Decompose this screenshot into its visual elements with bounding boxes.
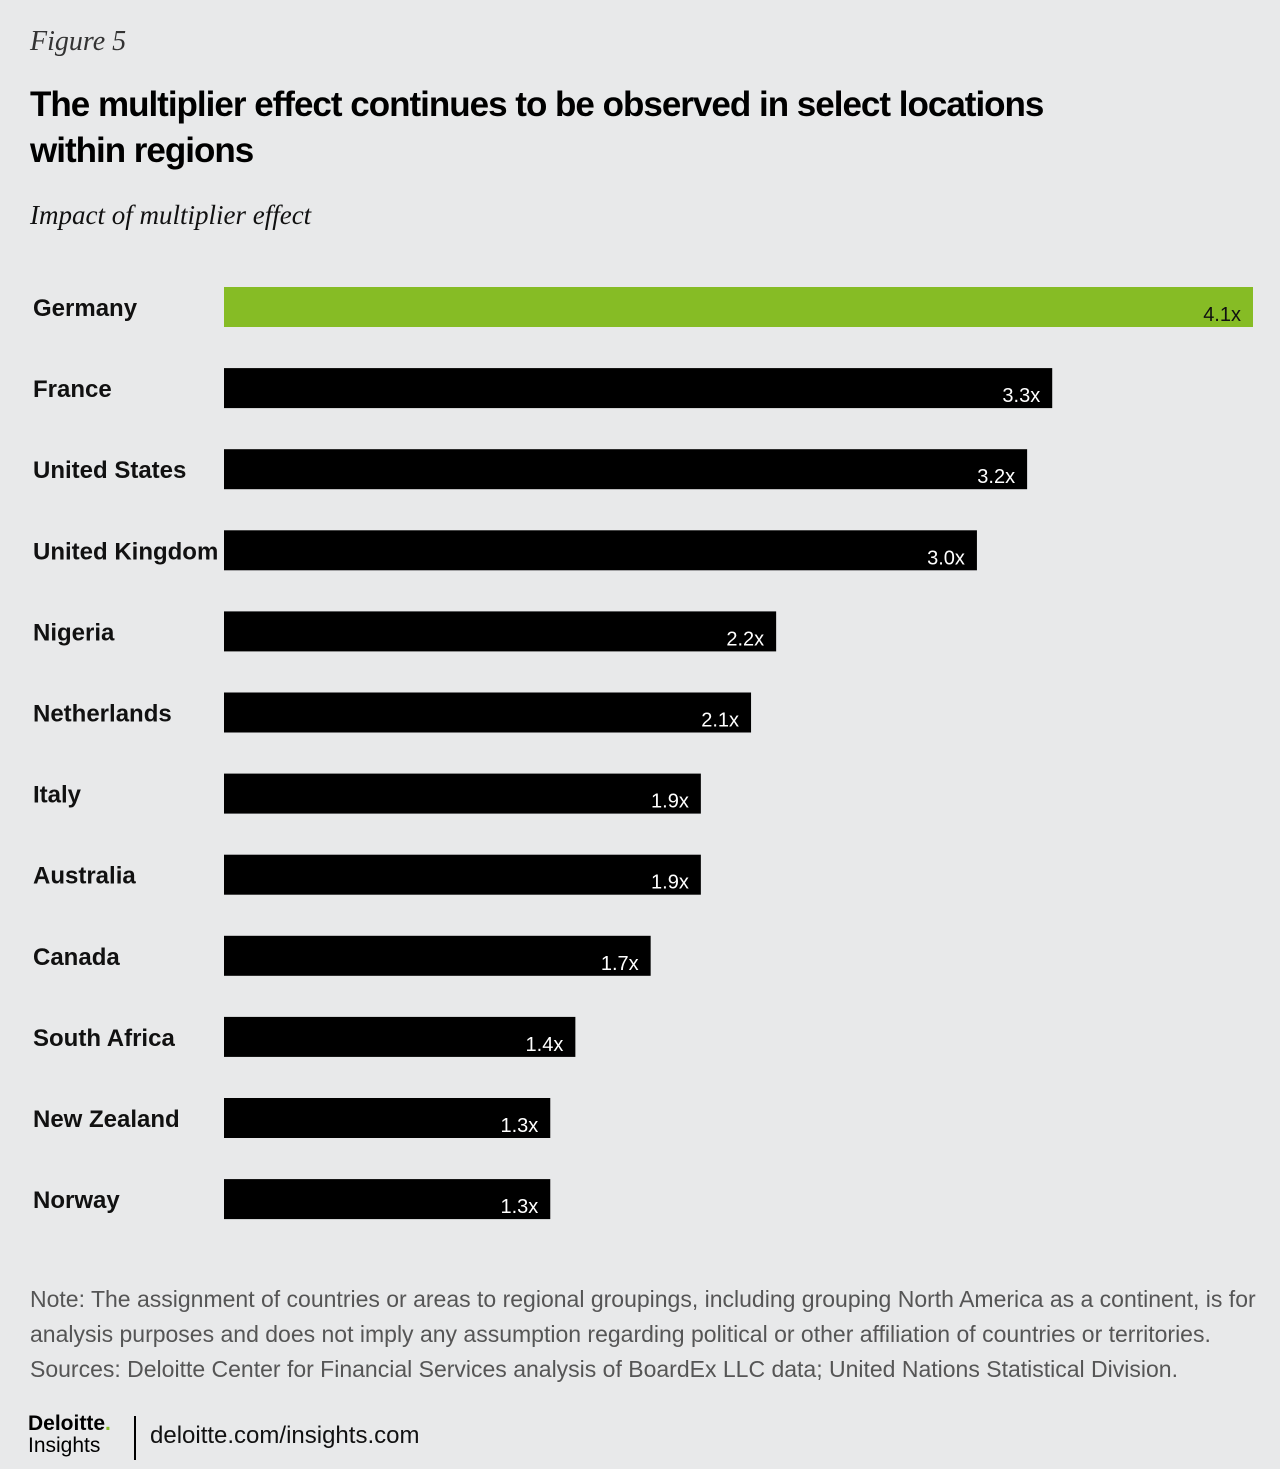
data-label: 3.0x xyxy=(927,547,965,569)
chart-notes: Note: The assignment of countries or are… xyxy=(30,1282,1260,1387)
chart-title: The multiplier effect continues to be ob… xyxy=(30,85,1044,170)
data-label: 1.3x xyxy=(500,1115,538,1137)
bar xyxy=(224,1016,576,1057)
category-label: Norway xyxy=(33,1187,120,1214)
data-label: 1.7x xyxy=(601,953,639,975)
data-label: 3.3x xyxy=(1002,385,1040,407)
bar xyxy=(224,1098,551,1138)
data-label: 3.2x xyxy=(977,466,1015,488)
logo-dot: . xyxy=(105,1412,111,1435)
data-label: 1.3x xyxy=(500,1196,538,1218)
logo-name: Deloitte xyxy=(28,1412,106,1435)
chart-subtitle: Impact of multiplier effect xyxy=(30,200,312,230)
category-label: Australia xyxy=(33,863,136,890)
bar xyxy=(224,692,752,733)
data-label: 2.2x xyxy=(726,628,764,650)
category-label: Canada xyxy=(33,944,120,971)
category-label: New Zealand xyxy=(33,1106,180,1133)
bar-chart: Germany 4.1x France 3.3x United States 3.2x Un… xyxy=(33,287,1253,1220)
footer-divider xyxy=(134,1416,136,1460)
logo-subtitle: Insights xyxy=(28,1434,101,1457)
bar xyxy=(224,530,977,571)
data-label: 1.4x xyxy=(526,1034,564,1056)
bar xyxy=(224,854,701,895)
data-label: 4.1x xyxy=(1203,304,1241,326)
category-label: France xyxy=(33,376,112,403)
category-label: United Kingdom xyxy=(33,538,218,565)
category-label: Nigeria xyxy=(33,619,115,646)
category-label: Italy xyxy=(33,782,82,809)
category-label: United States xyxy=(33,457,186,484)
data-label: 1.9x xyxy=(651,791,689,813)
category-label: Germany xyxy=(33,295,138,322)
footer-url[interactable]: deloitte.com/insights.com xyxy=(150,1422,420,1449)
data-label: 1.9x xyxy=(651,872,689,894)
bar xyxy=(224,611,777,652)
bar xyxy=(224,935,651,976)
note-line-2: analysis purposes and does not imply any… xyxy=(30,1321,1211,1347)
bar xyxy=(224,287,1253,327)
bar xyxy=(224,773,701,814)
category-label: Netherlands xyxy=(33,701,172,728)
bar xyxy=(224,1179,551,1220)
figure-label: Figure 5 xyxy=(30,26,127,57)
bar xyxy=(224,449,1028,490)
note-line-1: Note: The assignment of countries or are… xyxy=(30,1286,1256,1312)
deloitte-logo: Deloitte. xyxy=(28,1412,111,1436)
category-label: South Africa xyxy=(33,1025,175,1052)
data-label: 2.1x xyxy=(701,710,739,732)
bar xyxy=(224,368,1053,409)
sources-line: Sources: Deloitte Center for Financial S… xyxy=(30,1356,1178,1382)
